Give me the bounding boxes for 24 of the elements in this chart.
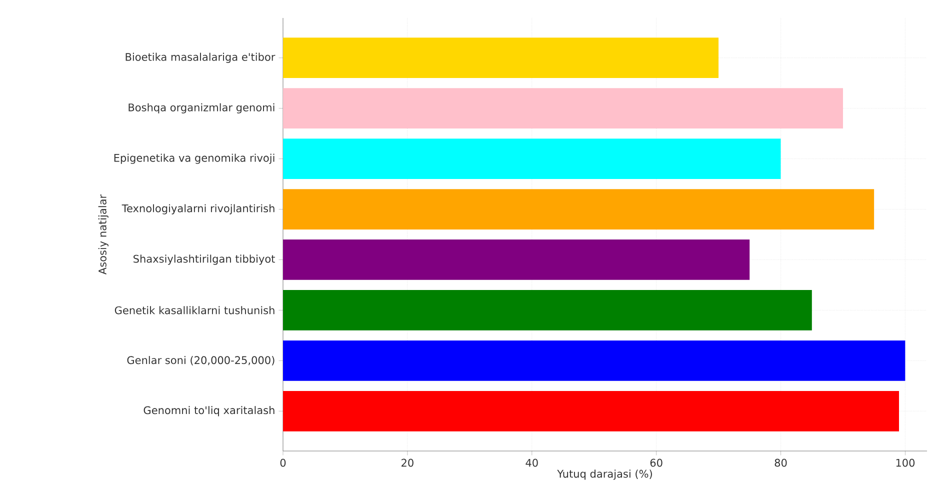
x-tick-label: 20 xyxy=(402,458,414,467)
bar xyxy=(283,240,750,280)
bar xyxy=(283,290,812,330)
x-tick-label: 80 xyxy=(774,458,787,467)
x-tick-label: 0 xyxy=(280,458,286,467)
bar xyxy=(283,390,900,432)
x-axis-title: Yutuq darajasi (%) xyxy=(557,470,652,480)
bar xyxy=(283,189,874,230)
y-tick-label: Texnologiyalarni rivojlantirish xyxy=(122,204,274,214)
y-tick-label: Bioetika masalalariga e'tibor xyxy=(126,52,276,63)
y-axis-title: Asosiy natijalar xyxy=(98,194,108,274)
x-tick-label: 60 xyxy=(650,458,662,467)
y-tick-label: Genlar soni (20,000-25,000) xyxy=(127,356,274,366)
bar xyxy=(283,138,781,179)
y-tick-label: Genetik kasalliklarni tushunish xyxy=(114,306,274,314)
bar xyxy=(283,88,844,129)
bar xyxy=(283,340,906,381)
y-tick-label: Genomni to'liq xaritalash xyxy=(144,406,274,416)
x-tick-label: 100 xyxy=(896,458,915,467)
y-tick-label: Epigenetika va genomika rivoji xyxy=(114,154,274,164)
bar xyxy=(283,38,719,78)
y-tick-label: Shaxsiylashtirilgan tibbiyot xyxy=(134,254,275,265)
y-tick-label: Boshqa organizmlar genomi xyxy=(128,103,274,114)
x-tick-label: 40 xyxy=(526,458,538,467)
